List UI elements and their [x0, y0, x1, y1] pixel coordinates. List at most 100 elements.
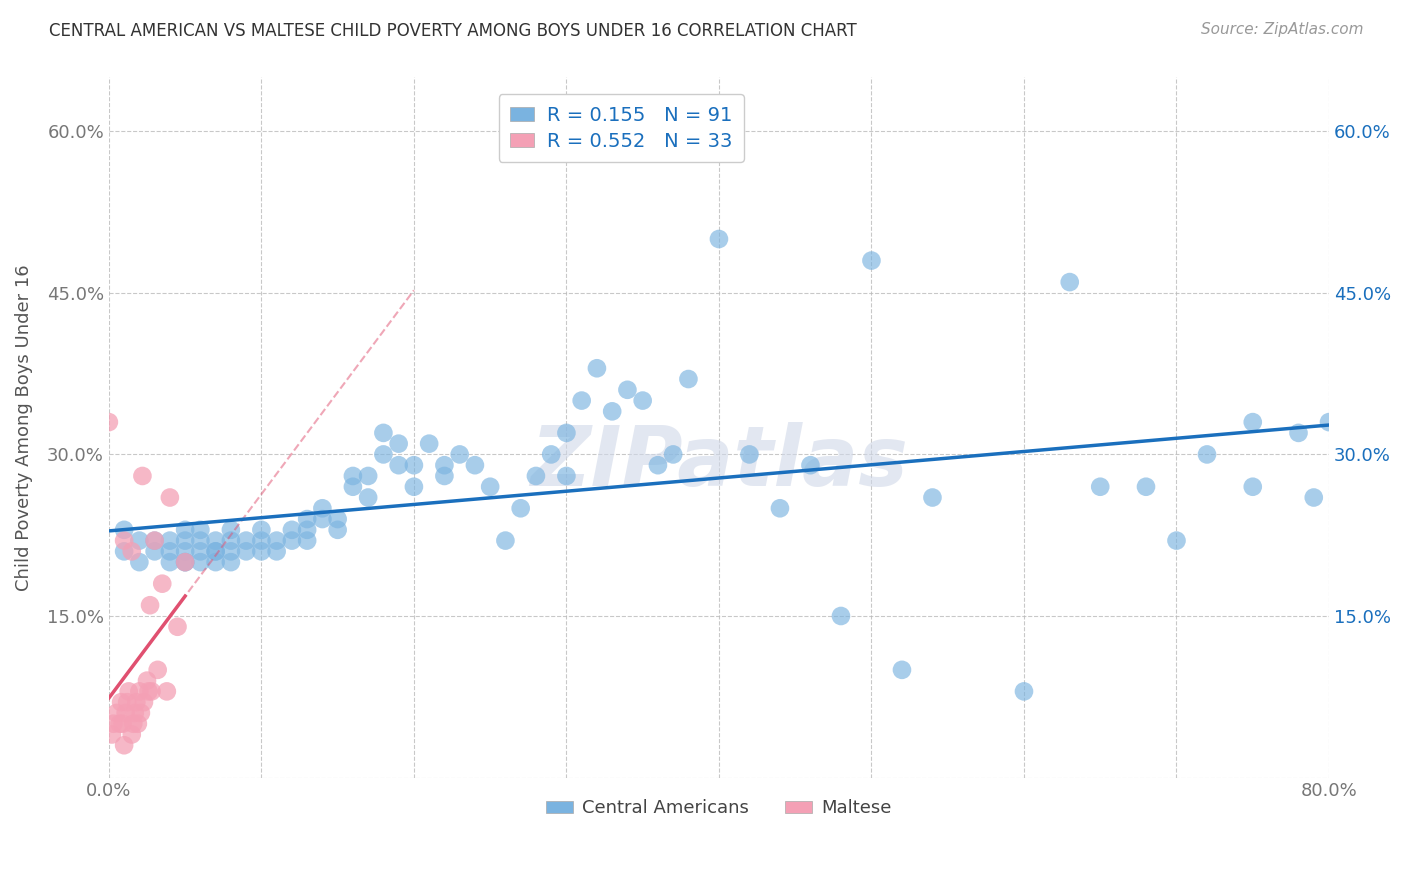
Point: [204, 544, 226, 558]
Point: [295, 523, 318, 537]
Point: [662, 447, 685, 461]
Point: [174, 555, 197, 569]
Point: [235, 533, 257, 548]
Text: ZIPatlas: ZIPatlas: [530, 422, 908, 503]
Point: [156, 684, 179, 698]
Point: [1059, 275, 1081, 289]
Point: [190, 523, 212, 537]
Point: [1288, 425, 1310, 440]
Point: [143, 533, 166, 548]
Point: [524, 469, 547, 483]
Point: [311, 501, 333, 516]
Point: [830, 609, 852, 624]
Point: [174, 533, 197, 548]
Point: [204, 533, 226, 548]
Point: [219, 555, 242, 569]
Point: [219, 533, 242, 548]
Point: [266, 544, 288, 558]
Point: [388, 458, 411, 473]
Point: [101, 727, 124, 741]
Point: [266, 533, 288, 548]
Point: [647, 458, 669, 473]
Point: [111, 716, 134, 731]
Point: [146, 663, 169, 677]
Point: [122, 716, 145, 731]
Point: [311, 512, 333, 526]
Point: [555, 425, 578, 440]
Point: [295, 512, 318, 526]
Point: [250, 533, 273, 548]
Point: [402, 480, 425, 494]
Point: [281, 533, 304, 548]
Point: [402, 458, 425, 473]
Point: [174, 555, 197, 569]
Point: [235, 544, 257, 558]
Point: [509, 501, 531, 516]
Point: [1195, 447, 1218, 461]
Point: [121, 727, 143, 741]
Point: [418, 436, 440, 450]
Point: [112, 533, 135, 548]
Point: [631, 393, 654, 408]
Point: [678, 372, 700, 386]
Point: [143, 544, 166, 558]
Point: [115, 695, 138, 709]
Point: [891, 663, 914, 677]
Point: [159, 533, 181, 548]
Point: [295, 533, 318, 548]
Point: [357, 491, 380, 505]
Point: [112, 523, 135, 537]
Point: [97, 415, 120, 429]
Text: CENTRAL AMERICAN VS MALTESE CHILD POVERTY AMONG BOYS UNDER 16 CORRELATION CHART: CENTRAL AMERICAN VS MALTESE CHILD POVERT…: [49, 22, 858, 40]
Point: [799, 458, 821, 473]
Point: [540, 447, 562, 461]
Point: [342, 480, 364, 494]
Point: [174, 555, 197, 569]
Text: Source: ZipAtlas.com: Source: ZipAtlas.com: [1201, 22, 1364, 37]
Point: [204, 544, 226, 558]
Point: [174, 523, 197, 537]
Point: [555, 469, 578, 483]
Point: [129, 706, 152, 720]
Point: [769, 501, 792, 516]
Point: [110, 695, 132, 709]
Point: [103, 716, 125, 731]
Point: [141, 684, 163, 698]
Point: [139, 599, 162, 613]
Point: [136, 673, 159, 688]
Y-axis label: Child Poverty Among Boys Under 16: Child Poverty Among Boys Under 16: [15, 264, 32, 591]
Point: [128, 684, 150, 698]
Point: [373, 447, 395, 461]
Point: [464, 458, 486, 473]
Point: [250, 544, 273, 558]
Point: [190, 533, 212, 548]
Point: [219, 544, 242, 558]
Point: [1012, 684, 1035, 698]
Point: [131, 469, 153, 483]
Point: [114, 706, 136, 720]
Point: [342, 469, 364, 483]
Point: [166, 620, 188, 634]
Point: [150, 576, 173, 591]
Point: [373, 425, 395, 440]
Point: [707, 232, 730, 246]
Point: [125, 695, 148, 709]
Point: [132, 695, 155, 709]
Point: [433, 469, 456, 483]
Point: [921, 491, 943, 505]
Point: [860, 253, 883, 268]
Point: [449, 447, 471, 461]
Point: [138, 684, 160, 698]
Point: [586, 361, 609, 376]
Point: [190, 555, 212, 569]
Point: [108, 716, 131, 731]
Point: [121, 544, 143, 558]
Point: [616, 383, 638, 397]
Legend: Central Americans, Maltese: Central Americans, Maltese: [538, 792, 898, 824]
Point: [128, 555, 150, 569]
Point: [112, 738, 135, 752]
Point: [326, 512, 349, 526]
Point: [112, 544, 135, 558]
Point: [479, 480, 502, 494]
Point: [190, 544, 212, 558]
